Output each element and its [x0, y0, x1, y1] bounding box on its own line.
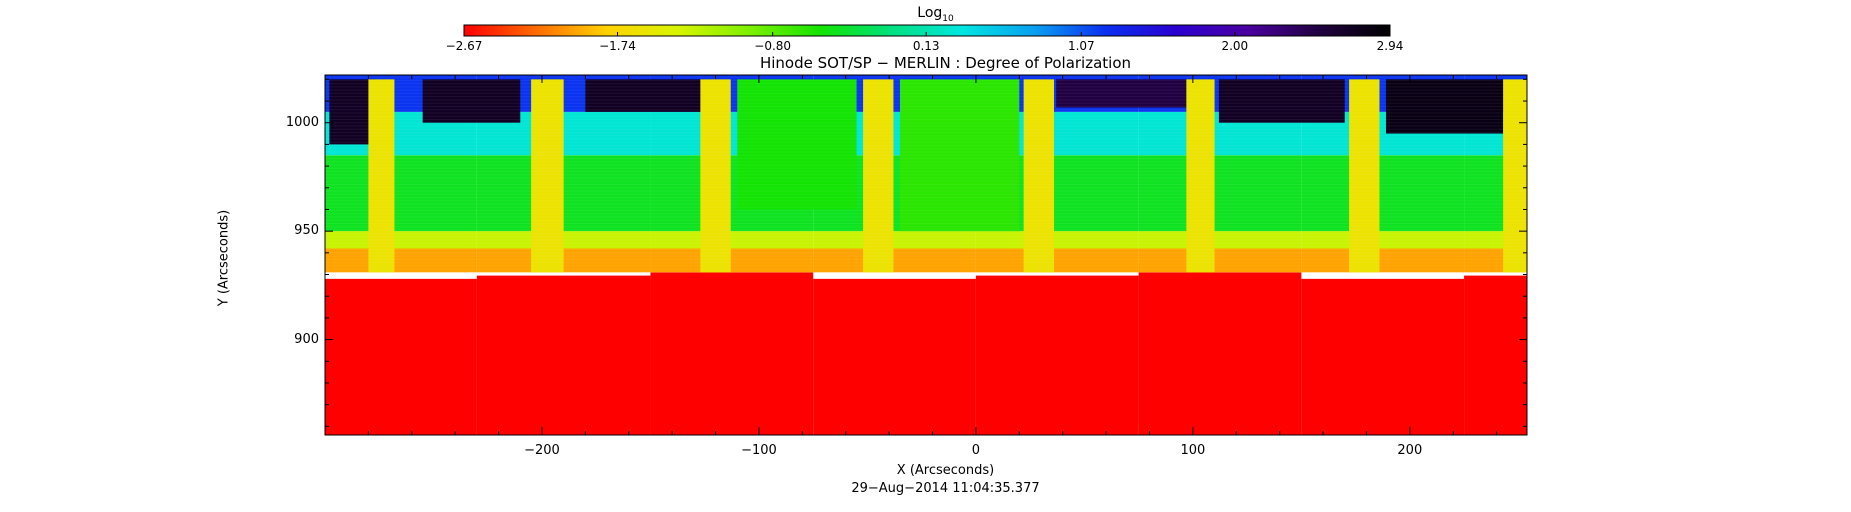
saturated-patch	[1385, 79, 1504, 134]
band-cell	[813, 248, 976, 273]
band-cell	[476, 155, 651, 232]
disk-region	[476, 275, 651, 435]
y-tick-label: 900	[294, 331, 319, 347]
band-cell	[1301, 231, 1465, 249]
band-cell	[975, 231, 1139, 249]
colorbar-tick-label: −1.74	[599, 39, 636, 53]
colorbar-label: Log10	[917, 5, 954, 24]
y-axis-label: Y (Arcseconds)	[216, 209, 232, 307]
colorbar	[463, 24, 1391, 37]
band-cell	[1138, 248, 1302, 273]
band-cell	[650, 231, 814, 249]
plot-frame	[324, 74, 1528, 436]
saturated-patch	[329, 79, 375, 145]
band-cell	[1301, 155, 1465, 232]
scan-gap-strip	[368, 79, 395, 273]
scan-gap-strip	[863, 79, 894, 273]
quiet-column	[737, 79, 857, 210]
disk-region	[1464, 275, 1527, 435]
scan-gap-strip	[700, 79, 731, 273]
disk-region	[1301, 278, 1465, 435]
band-cell	[975, 248, 1139, 273]
scan-gap-strip	[531, 79, 564, 273]
band-cell	[476, 231, 651, 249]
timestamp-footer: 29−Aug−2014 11:04:35.377	[851, 481, 1040, 496]
saturated-patch	[1056, 79, 1187, 108]
x-tick-label: −200	[524, 443, 560, 458]
band-cell	[325, 155, 477, 232]
scan-gap-strip	[1186, 79, 1215, 273]
plot-axes	[324, 74, 1528, 436]
disk-region	[650, 272, 814, 435]
saturated-patch	[422, 79, 521, 123]
band-cell	[813, 231, 976, 249]
heatmap-plot	[325, 75, 1527, 435]
y-tick-label: 950	[294, 223, 319, 239]
colorbar-gradient	[463, 24, 1391, 37]
scan-gap-strip	[1023, 79, 1055, 273]
band-cell	[325, 248, 477, 273]
scan-gap-strip	[1349, 79, 1380, 273]
x-tick-label: 100	[1180, 443, 1206, 458]
y-tick-label: 1000	[285, 114, 319, 130]
band-cell	[1138, 231, 1302, 249]
disk-region	[813, 278, 976, 435]
band-cell	[1138, 155, 1302, 232]
chart-title: Hinode SOT/SP − MERLIN : Degree of Polar…	[759, 54, 1132, 72]
band-cell	[476, 248, 651, 273]
x-axis-label: X (Arcseconds)	[896, 463, 995, 478]
disk-region	[975, 275, 1139, 435]
colorbar-tick-label: 0.13	[912, 39, 940, 53]
colorbar-tick-label: 2.94	[1376, 39, 1404, 53]
disk-region	[1138, 272, 1302, 435]
scan-gap-strip	[1503, 79, 1527, 273]
colorbar-tick-label: 2.00	[1221, 39, 1249, 53]
saturated-patch	[1218, 79, 1345, 123]
disk-region	[325, 278, 477, 435]
band-cell	[1301, 248, 1465, 273]
x-tick-label: 200	[1397, 443, 1423, 458]
colorbar-tick-label: 1.07	[1067, 39, 1095, 53]
band-cell	[325, 231, 477, 249]
x-tick-label: −100	[741, 443, 777, 458]
colorbar-tick-label: −2.67	[445, 39, 483, 53]
saturated-patch	[585, 79, 705, 112]
colorbar-tick-label: −0.80	[754, 39, 792, 53]
x-tick-label: 0	[971, 443, 981, 458]
band-cell	[650, 248, 814, 273]
quiet-column	[899, 79, 1020, 232]
